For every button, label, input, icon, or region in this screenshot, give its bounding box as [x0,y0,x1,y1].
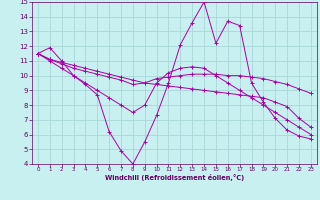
X-axis label: Windchill (Refroidissement éolien,°C): Windchill (Refroidissement éolien,°C) [105,174,244,181]
